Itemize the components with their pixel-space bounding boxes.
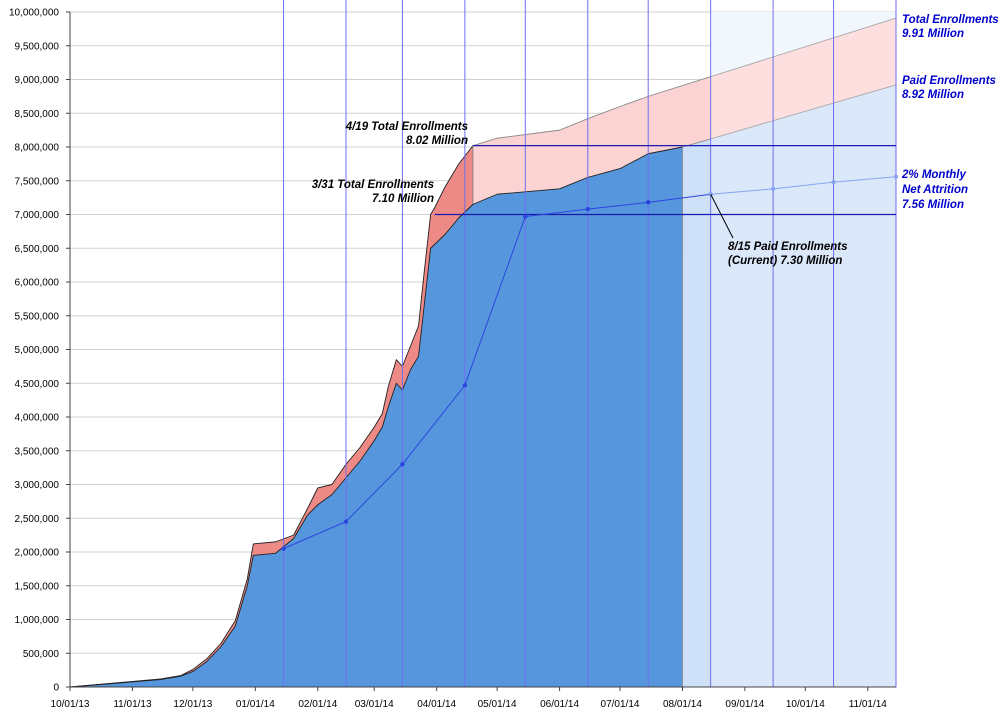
annotation-line: 2% Monthly — [901, 169, 966, 181]
y-tick-label: 3,500,000 — [15, 446, 60, 457]
annotation-line: (Current) 7.30 Million — [728, 255, 842, 267]
reference-lines — [434, 145, 896, 216]
annotation-line: 4/19 Total Enrollments — [345, 121, 468, 133]
y-tick-label: 4,000,000 — [15, 413, 60, 424]
x-tick-label: 05/01/14 — [478, 699, 517, 710]
annotations: 4/19 Total Enrollments 8.02 Million 3/31 T… — [312, 14, 999, 267]
annotation-line: Paid Enrollments — [902, 75, 996, 87]
y-tick-label: 1,000,000 — [15, 615, 60, 626]
y-tick-label: 2,500,000 — [15, 514, 60, 525]
annotation-line: 9.91 Million — [902, 28, 964, 40]
x-tick-label: 01/01/14 — [236, 699, 275, 710]
y-tick-label: 6,000,000 — [15, 278, 60, 289]
line-2-monthly-net-attrition — [710, 176, 897, 195]
annotation-label: Paid Enrollments 8.92 Million — [902, 75, 996, 101]
y-tick-label: 3,000,000 — [15, 480, 60, 491]
x-tick-label: 12/01/13 — [173, 699, 212, 710]
projection-veil — [710, 12, 896, 687]
y-tick-label: 500,000 — [23, 649, 60, 660]
point-paid-enrollments-monthly-mid-month- — [585, 206, 590, 212]
point-paid-enrollments-monthly-mid-month- — [343, 519, 349, 524]
annotation-line: Net Attrition — [902, 184, 968, 196]
annotation-line: 8.02 Million — [406, 135, 468, 147]
x-tick-label: 09/01/14 — [725, 699, 764, 710]
x-tick-label: 02/01/14 — [298, 699, 337, 710]
annotation-leader — [710, 194, 734, 239]
point-2-monthly-net-attrition — [893, 174, 899, 179]
line-series — [281, 174, 899, 551]
annotation-line: 8.92 Million — [902, 89, 964, 101]
y-tick-label: 10,000,000 — [9, 8, 59, 19]
area-paid-enrollments — [69, 146, 683, 688]
y-tick-label: 8,000,000 — [15, 143, 60, 154]
annotation-line: Total Enrollments — [902, 14, 999, 26]
y-tick-label: 1,500,000 — [15, 581, 60, 592]
mid-month-lines — [283, 0, 897, 687]
y-tick-label: 5,000,000 — [15, 345, 60, 356]
y-tick-label: 4,500,000 — [15, 379, 60, 390]
point-paid-enrollments-monthly-mid-month- — [646, 200, 651, 205]
line-paid-enrollments-monthly-mid-month- — [283, 193, 711, 550]
point-2-monthly-net-attrition — [770, 186, 776, 192]
x-tick-label: 04/01/14 — [417, 699, 456, 710]
y-tick-label: 9,500,000 — [15, 41, 60, 52]
annotation-line: 7.56 Million — [902, 199, 964, 211]
annotation-label: 4/19 Total Enrollments 8.02 Million — [345, 121, 468, 147]
annotation-label: 2% Monthly Net Attrition 7.56 Million — [901, 169, 968, 211]
x-tick-label: 03/01/14 — [355, 699, 394, 710]
x-tick-label: 10/01/13 — [51, 699, 90, 710]
x-tick-label: 08/01/14 — [663, 699, 702, 710]
y-tick-label: 6,500,000 — [15, 244, 60, 255]
annotation-line: 8/15 Paid Enrollments — [728, 241, 848, 253]
y-tick-label: 2,000,000 — [15, 548, 60, 559]
point-paid-enrollments-monthly-mid-month- — [281, 546, 286, 551]
point-paid-enrollments-monthly-mid-month- — [400, 462, 405, 467]
annotation-line: 3/31 Total Enrollments — [312, 179, 434, 191]
annotation-line: 7.10 Million — [372, 193, 434, 205]
point-paid-enrollments-monthly-mid-month- — [523, 214, 528, 219]
y-tick-label: 0 — [53, 683, 59, 694]
annotation-label: Total Enrollments 9.91 Million — [902, 14, 999, 40]
area-series — [69, 12, 897, 688]
x-tick-label: 06/01/14 — [540, 699, 579, 710]
point-2-monthly-net-attrition — [831, 179, 836, 185]
y-tick-label: 5,500,000 — [15, 311, 60, 322]
x-tick-label: 10/01/14 — [786, 699, 825, 710]
x-tick-label: 11/01/13 — [113, 699, 152, 710]
point-paid-enrollments-monthly-mid-month- — [462, 383, 468, 388]
annotation-label: 8/15 Paid Enrollments (Current) 7.30 Mill… — [728, 241, 848, 267]
y-tick-label: 7,000,000 — [15, 210, 60, 221]
x-tick-labels: 10/01/13 11/01/13 12/01/13 01/01/14 02/01/14… — [51, 687, 888, 710]
y-tick-label: 8,500,000 — [15, 109, 60, 120]
y-tick-label: 7,500,000 — [15, 176, 60, 187]
x-tick-label: 11/01/14 — [849, 699, 888, 710]
annotation-label: 3/31 Total Enrollments 7.10 Million — [312, 179, 434, 205]
x-tick-label: 07/01/14 — [601, 699, 640, 710]
y-tick-label: 9,000,000 — [15, 75, 60, 86]
y-tick-labels: 0 500,000 1,000,000 1,500,000 2,000,000 2,500… — [9, 8, 70, 694]
